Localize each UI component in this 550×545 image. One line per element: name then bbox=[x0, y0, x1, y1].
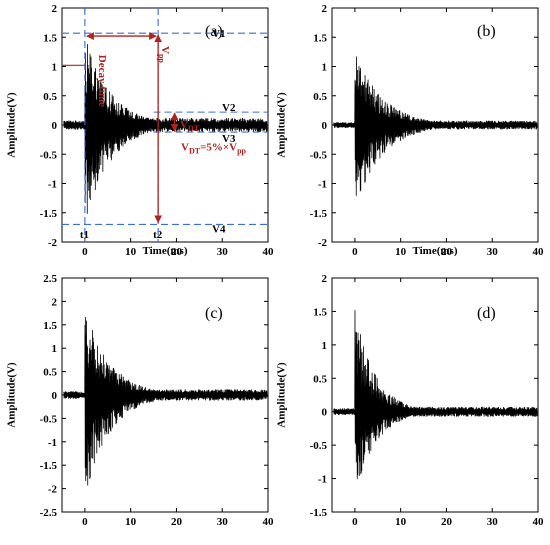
v4-label: V4 bbox=[212, 223, 226, 235]
x-tick-label: 20 bbox=[441, 516, 453, 528]
x-tick-label: 0 bbox=[82, 516, 88, 528]
y-tick-label: 0.5 bbox=[313, 373, 327, 385]
x-tick-label: 30 bbox=[487, 516, 499, 528]
y-tick-label: 1 bbox=[52, 343, 58, 355]
y-axis-label: Amplitude(V) bbox=[276, 92, 288, 158]
vpp-label: Vpp bbox=[157, 46, 171, 63]
y-tick-label: 0 bbox=[322, 407, 328, 419]
vdt-formula: VDT=5%×Vpp bbox=[181, 142, 247, 156]
x-tick-label: 10 bbox=[125, 246, 137, 258]
signal-trace bbox=[333, 56, 538, 196]
y-tick-label: -2.5 bbox=[40, 507, 58, 519]
x-tick-label: 0 bbox=[352, 516, 358, 528]
panel-label: (a) bbox=[205, 23, 223, 40]
vpp-main: V bbox=[159, 46, 171, 54]
x-tick-label: 30 bbox=[217, 246, 229, 258]
y-tick-label: 0.5 bbox=[43, 91, 57, 103]
y-tick-label: 0.5 bbox=[313, 91, 327, 103]
vdt-main: V bbox=[180, 119, 188, 131]
y-tick-label: -1 bbox=[318, 179, 327, 191]
x-tick-label: 40 bbox=[533, 516, 545, 528]
y-tick-label: 2 bbox=[52, 3, 58, 15]
panel-a-annotations: V1 V2 V3 V4 t1 t2 Decay time Vpp VDT VDT… bbox=[62, 8, 268, 242]
signal-trace bbox=[63, 44, 268, 214]
x-tick-label: 30 bbox=[487, 246, 499, 258]
y-tick-label: -1 bbox=[48, 179, 57, 191]
panel-c: Amplitude(V) (c) 0 10 20 30 40-2.5-2-1.5-1-0… bbox=[6, 273, 274, 528]
y-tick-label: 2 bbox=[322, 3, 328, 15]
y-tick-label: 0 bbox=[52, 390, 58, 402]
y-tick-label: -1.5 bbox=[40, 460, 58, 472]
x-axis-label: Time(ms) bbox=[142, 245, 187, 257]
vdt-formula-sub2: pp bbox=[237, 147, 246, 156]
panel-a: Amplitude(V) Time(ms) (a) 0 10 20 30 40-2-1.… bbox=[6, 3, 274, 258]
vdt-formula-v: V bbox=[181, 142, 189, 154]
y-tick-label: 2 bbox=[52, 296, 58, 308]
plot-frame bbox=[331, 277, 539, 513]
y-tick-label: 0 bbox=[322, 120, 328, 132]
y-tick-label: -2 bbox=[48, 484, 58, 496]
y-tick-label: -0.5 bbox=[40, 149, 58, 161]
x-tick-label: 40 bbox=[263, 516, 275, 528]
y-tick-label: -0.5 bbox=[40, 413, 58, 425]
x-tick-label: 40 bbox=[533, 246, 545, 258]
y-tick-label: -1.5 bbox=[310, 507, 328, 519]
x-tick-label: 10 bbox=[395, 246, 407, 258]
panel-b: Amplitude(V) Time(ms) (b) 0 10 20 30 40-2-1.… bbox=[276, 3, 544, 258]
y-tick-label: -1 bbox=[318, 474, 327, 486]
v2-label: V2 bbox=[222, 102, 236, 114]
panel-label: (b) bbox=[477, 23, 496, 40]
x-tick-label: 20 bbox=[171, 516, 183, 528]
y-axis-label: Amplitude(V) bbox=[6, 362, 18, 428]
y-tick-label: -2 bbox=[318, 237, 328, 249]
x-tick-label: 30 bbox=[217, 516, 229, 528]
x-tick-label: 0 bbox=[352, 246, 358, 258]
v1-label: V1 bbox=[212, 28, 225, 40]
y-tick-label: -0.5 bbox=[310, 440, 328, 452]
y-tick-label: -2 bbox=[48, 237, 58, 249]
y-tick-label: 1.5 bbox=[43, 32, 57, 44]
panel-d: Amplitude(V) (d) 0 10 20 30 40 -1.5 -1 -0.5 0 0.5… bbox=[276, 273, 544, 528]
v3-label: V3 bbox=[222, 133, 236, 145]
y-tick-label: 1 bbox=[52, 62, 58, 74]
signal-trace bbox=[63, 317, 268, 486]
x-tick-label: 20 bbox=[441, 246, 453, 258]
x-tick-label: 0 bbox=[82, 246, 88, 258]
y-tick-label: 0 bbox=[52, 120, 58, 132]
signal-trace bbox=[333, 310, 538, 480]
x-tick-label: 40 bbox=[263, 246, 275, 258]
y-tick-label: 1.5 bbox=[313, 32, 327, 44]
y-axis-label: Amplitude(V) bbox=[6, 92, 18, 158]
vdt-sub: DT bbox=[188, 124, 200, 133]
y-tick-label: 2 bbox=[322, 273, 328, 285]
vdt-label: VDT bbox=[180, 119, 200, 133]
x-tick-label: 20 bbox=[171, 246, 183, 258]
x-axis-label: Time(ms) bbox=[412, 245, 457, 257]
decay-time-label: Decay time bbox=[96, 55, 108, 107]
y-tick-label: 1 bbox=[322, 340, 328, 352]
y-tick-label: -1.5 bbox=[40, 208, 58, 220]
y-tick-label: -1.5 bbox=[310, 208, 328, 220]
y-axis-label: Amplitude(V) bbox=[276, 362, 288, 428]
y-tick-label: -1 bbox=[48, 437, 57, 449]
x-tick-label: 10 bbox=[395, 516, 407, 528]
vdt-formula-mid: =5%×V bbox=[200, 142, 237, 154]
x-tick-label: 10 bbox=[125, 516, 137, 528]
panel-label: (c) bbox=[205, 305, 223, 322]
y-tick-label: 1.5 bbox=[313, 306, 327, 318]
panel-label: (d) bbox=[477, 305, 496, 322]
y-tick-label: 1.5 bbox=[43, 320, 57, 332]
y-tick-label: 0.5 bbox=[43, 367, 57, 379]
y-tick-label: -0.5 bbox=[310, 149, 328, 161]
y-tick-label: 1 bbox=[322, 62, 328, 74]
vdt-formula-sub: DT bbox=[189, 147, 201, 156]
y-tick-label: 2.5 bbox=[43, 273, 57, 285]
